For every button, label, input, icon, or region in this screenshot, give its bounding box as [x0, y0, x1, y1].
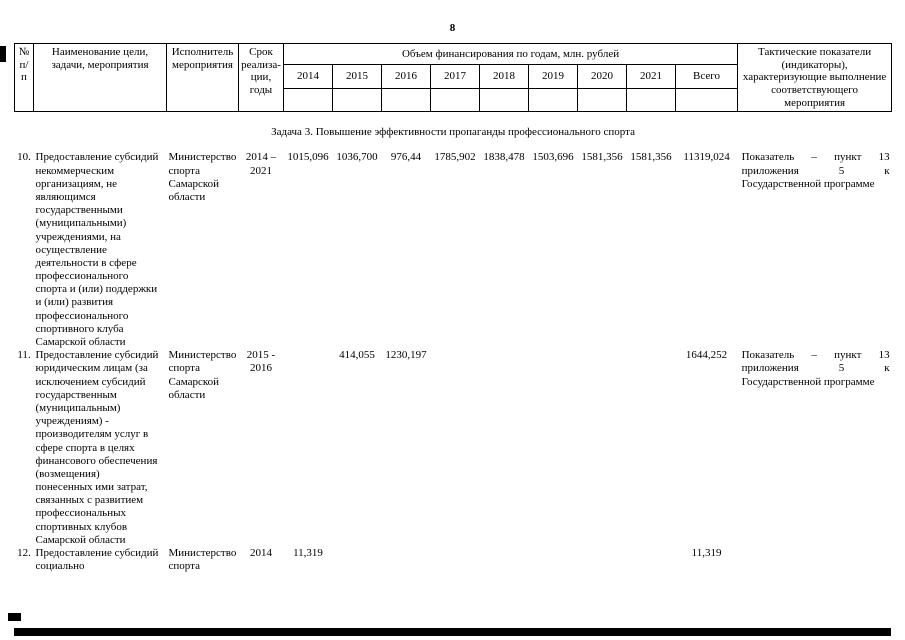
col-header-year-2019: 2019: [528, 64, 578, 89]
cell-value-2014: 1015,096: [287, 151, 329, 164]
cell-value-2019: [529, 547, 578, 573]
cell-value-2020: [578, 349, 627, 547]
col-header-year-2017: 2017: [430, 64, 480, 89]
cell-measure-name: Предоставление субсидий социально: [35, 547, 159, 573]
cell-executor: Министерство спорта Самарской области: [168, 151, 237, 203]
empty-header-cell: [332, 87, 382, 113]
empty-header-cell: [528, 87, 578, 113]
section-title: Задача 3. Повышение эффективности пропаг…: [271, 126, 635, 139]
empty-header-cell: [283, 87, 333, 113]
section-row: Задача 3. Повышение эффективности пропаг…: [15, 112, 892, 152]
cell-term: 2014: [250, 547, 272, 560]
cell-value-2021: [627, 547, 676, 573]
col-header-term: Срок реализа-ции, годы: [238, 42, 284, 113]
cell-value-2015: 1036,700: [336, 151, 378, 164]
col-header-num: № п/п: [14, 42, 34, 113]
cell-indicator: Показатель – пункт 13 приложения 5 к Гос…: [741, 151, 890, 190]
cell-value-2015: [333, 547, 382, 573]
cell-total: 11,319: [691, 547, 722, 560]
cell-value-2020: 1581,356: [581, 151, 623, 164]
cell-value-2015: 414,055: [339, 349, 375, 362]
cell-value-2018: 1838,478: [483, 151, 525, 164]
scan-artifact: [0, 46, 6, 62]
table-row-10: 10. Предоставление субсидий некоммерческ…: [15, 151, 892, 349]
empty-header-cell: [577, 87, 627, 113]
cell-total: 11319,024: [683, 151, 730, 164]
cell-indicator: [738, 547, 892, 573]
cell-measure-name: Предоставление субсидий некоммерческим о…: [35, 151, 159, 349]
cell-value-2020: [578, 547, 627, 573]
cell-value-2021: 1581,356: [630, 151, 672, 164]
cell-value-2021: [627, 349, 676, 547]
cell-value-2017: [431, 349, 480, 547]
cell-row-number: 11.: [17, 349, 31, 362]
empty-header-cell: [381, 87, 431, 113]
cell-value-2017: 1785,902: [434, 151, 476, 164]
page-number: 8: [449, 22, 456, 34]
empty-header-cell: [479, 87, 529, 113]
cell-value-2019: [529, 349, 578, 547]
cell-measure-name: Предоставление субсидий юридическим лица…: [35, 349, 159, 546]
cell-value-2016: [382, 547, 431, 573]
cell-value-2017: [431, 547, 480, 573]
cell-executor: Министерство спорта: [168, 547, 237, 573]
scan-artifact: [14, 628, 891, 636]
cell-value-2018: [480, 349, 529, 547]
col-header-indicators: Тактические показатели (индикаторы), хар…: [737, 42, 893, 113]
cell-term: 2014 – 2021: [245, 151, 277, 177]
col-header-year-2015: 2015: [332, 64, 382, 89]
cell-total: 1644,252: [685, 349, 728, 362]
cell-value-2019: 1503,696: [532, 151, 574, 164]
cell-value-2016: 1230,197: [385, 349, 427, 362]
cell-value-2014: 11,319: [293, 547, 323, 560]
financing-table: № п/п Наименование цели, задачи, меропри…: [14, 42, 893, 573]
table-row-12: 12. Предоставление субсидий социально Ми…: [15, 547, 892, 573]
cell-row-number: 10.: [17, 151, 31, 164]
scan-artifact: [8, 613, 21, 621]
cell-value-2016: 976,44: [390, 151, 422, 164]
col-header-year-2021: 2021: [626, 64, 676, 89]
col-header-year-2020: 2020: [577, 64, 627, 89]
empty-header-cell: [674, 87, 739, 113]
cell-executor: Министерство спорта Самарской области: [168, 349, 237, 401]
cell-term: 2015 - 2016: [246, 349, 276, 375]
empty-header-cell: [430, 87, 480, 113]
cell-indicator: Показатель – пункт 13 приложения 5 к Гос…: [741, 349, 890, 388]
empty-header-cell: [626, 87, 676, 113]
col-header-total: Всего: [674, 64, 739, 89]
col-header-name: Наименование цели, задачи, мероприятия: [33, 42, 167, 113]
cell-value-2014: [284, 349, 333, 547]
col-header-financing: Объем финансирования по годам, млн. рубл…: [282, 42, 739, 66]
cell-value-2018: [480, 547, 529, 573]
col-header-executor: Исполнитель мероприятия: [166, 42, 239, 113]
col-header-year-2016: 2016: [381, 64, 431, 89]
col-header-year-2014: 2014: [283, 64, 333, 89]
cell-row-number: 12.: [17, 547, 31, 560]
col-header-year-2018: 2018: [479, 64, 529, 89]
table-row-11: 11. Предоставление субсидий юридическим …: [15, 349, 892, 547]
